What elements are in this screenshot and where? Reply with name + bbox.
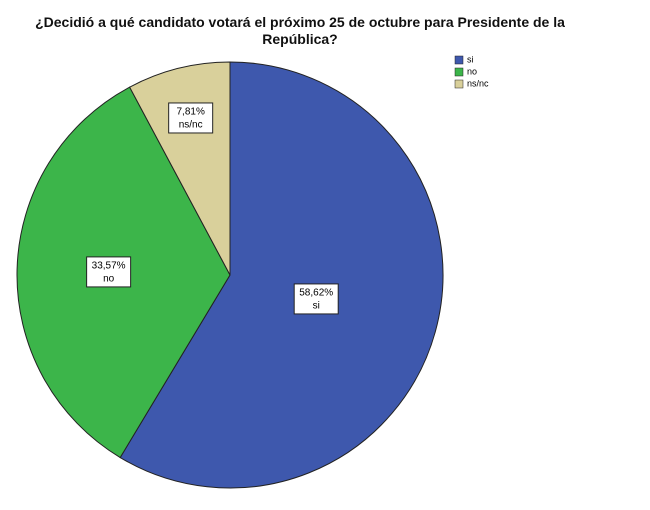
legend-swatch <box>454 55 464 65</box>
data-label: 58,62% si <box>293 283 339 315</box>
data-label-name: ns/nc <box>179 120 203 131</box>
data-label-value: 7,81% <box>176 107 204 118</box>
data-label: 33,57% no <box>86 256 132 288</box>
data-label-name: si <box>313 301 320 312</box>
legend-label: no <box>467 66 477 76</box>
pie-slice <box>119 61 444 489</box>
data-label: 7,81% ns/nc <box>168 102 214 134</box>
data-label-box <box>293 283 339 315</box>
chart-title: ¿Decidió a qué candidato votará el próxi… <box>35 14 565 47</box>
legend-swatch <box>454 67 464 77</box>
data-label-box <box>168 102 214 134</box>
data-label-name: no <box>103 274 115 285</box>
data-label-value: 58,62% <box>299 288 333 299</box>
data-label-box <box>86 256 132 288</box>
legend-swatch <box>454 79 464 89</box>
data-label-value: 33,57% <box>92 261 126 272</box>
legend-label: si <box>467 54 474 64</box>
legend-label: ns/nc <box>467 78 489 88</box>
